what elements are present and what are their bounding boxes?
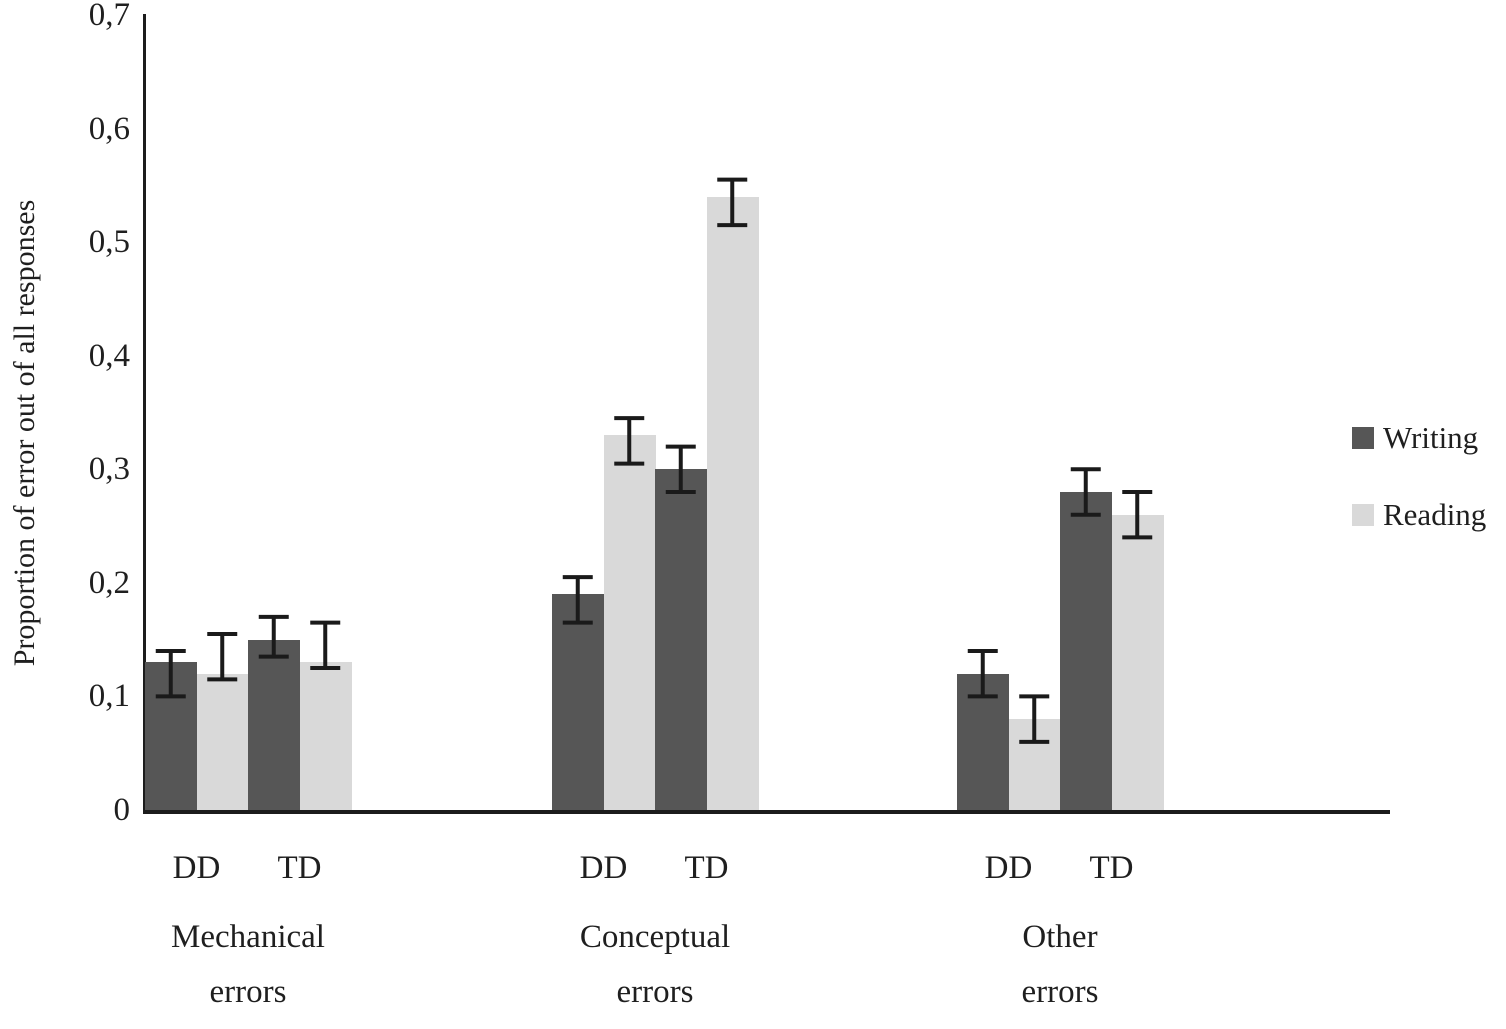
subgroup-label-dd-group1: DD: [172, 850, 221, 886]
bar-reading-td-group2: [707, 196, 759, 810]
y-tick-label-3: 0,3: [88, 451, 130, 488]
subgroup-label-td-group3: TD: [1089, 850, 1134, 886]
y-tick-label-4: 0,4: [88, 337, 130, 374]
y-tick-label-6: 0,6: [88, 110, 130, 147]
legend-swatch-writing-icon: [1352, 426, 1374, 449]
y-axis-line: [143, 14, 146, 814]
bar-writing-dd-group1: [145, 662, 197, 810]
legend-swatch-reading-icon: [1352, 503, 1374, 526]
bar-writing-dd-group3: [957, 673, 1009, 810]
y-tick-label-1: 0,1: [88, 678, 130, 715]
bar-writing-td-group1: [248, 639, 300, 810]
bar-writing-td-group3: [1060, 492, 1112, 810]
subgroup-label-td-group1: TD: [277, 850, 322, 886]
y-tick-label-5: 0,5: [88, 224, 130, 261]
bar-reading-dd-group2: [604, 435, 656, 810]
y-tick-label-2: 0,2: [88, 564, 130, 601]
group-label-group3-line2: errors: [1021, 974, 1099, 1010]
y-tick-label-0: 0: [113, 792, 131, 828]
legend-label-writing: Writing: [1383, 420, 1479, 455]
group-label-group2-line1: Conceptual: [579, 919, 731, 955]
group-label-group2-line2: errors: [616, 974, 694, 1010]
x-axis-line: [143, 810, 1390, 814]
bar-writing-dd-group2: [552, 594, 604, 810]
legend-item-reading: Reading: [1352, 498, 1486, 531]
bar-reading-td-group3: [1112, 514, 1164, 810]
legend: Writing Reading: [1352, 421, 1486, 575]
subgroup-label-dd-group3: DD: [984, 850, 1033, 886]
bar-reading-dd-group3: [1009, 719, 1061, 810]
group-label-group1-line2: errors: [209, 974, 287, 1010]
legend-item-writing: Writing: [1352, 421, 1486, 454]
y-tick-label-7: 0,7: [88, 0, 130, 33]
legend-label-reading: Reading: [1383, 497, 1487, 532]
subgroup-label-td-group2: TD: [684, 850, 729, 886]
group-label-group3-line1: Other: [1022, 919, 1098, 955]
group-label-group1-line1: Mechanical: [171, 919, 325, 955]
bar-reading-dd-group1: [197, 673, 249, 810]
bar-reading-td-group1: [300, 662, 352, 810]
subgroup-label-dd-group2: DD: [579, 850, 628, 886]
bar-writing-td-group2: [655, 469, 707, 810]
